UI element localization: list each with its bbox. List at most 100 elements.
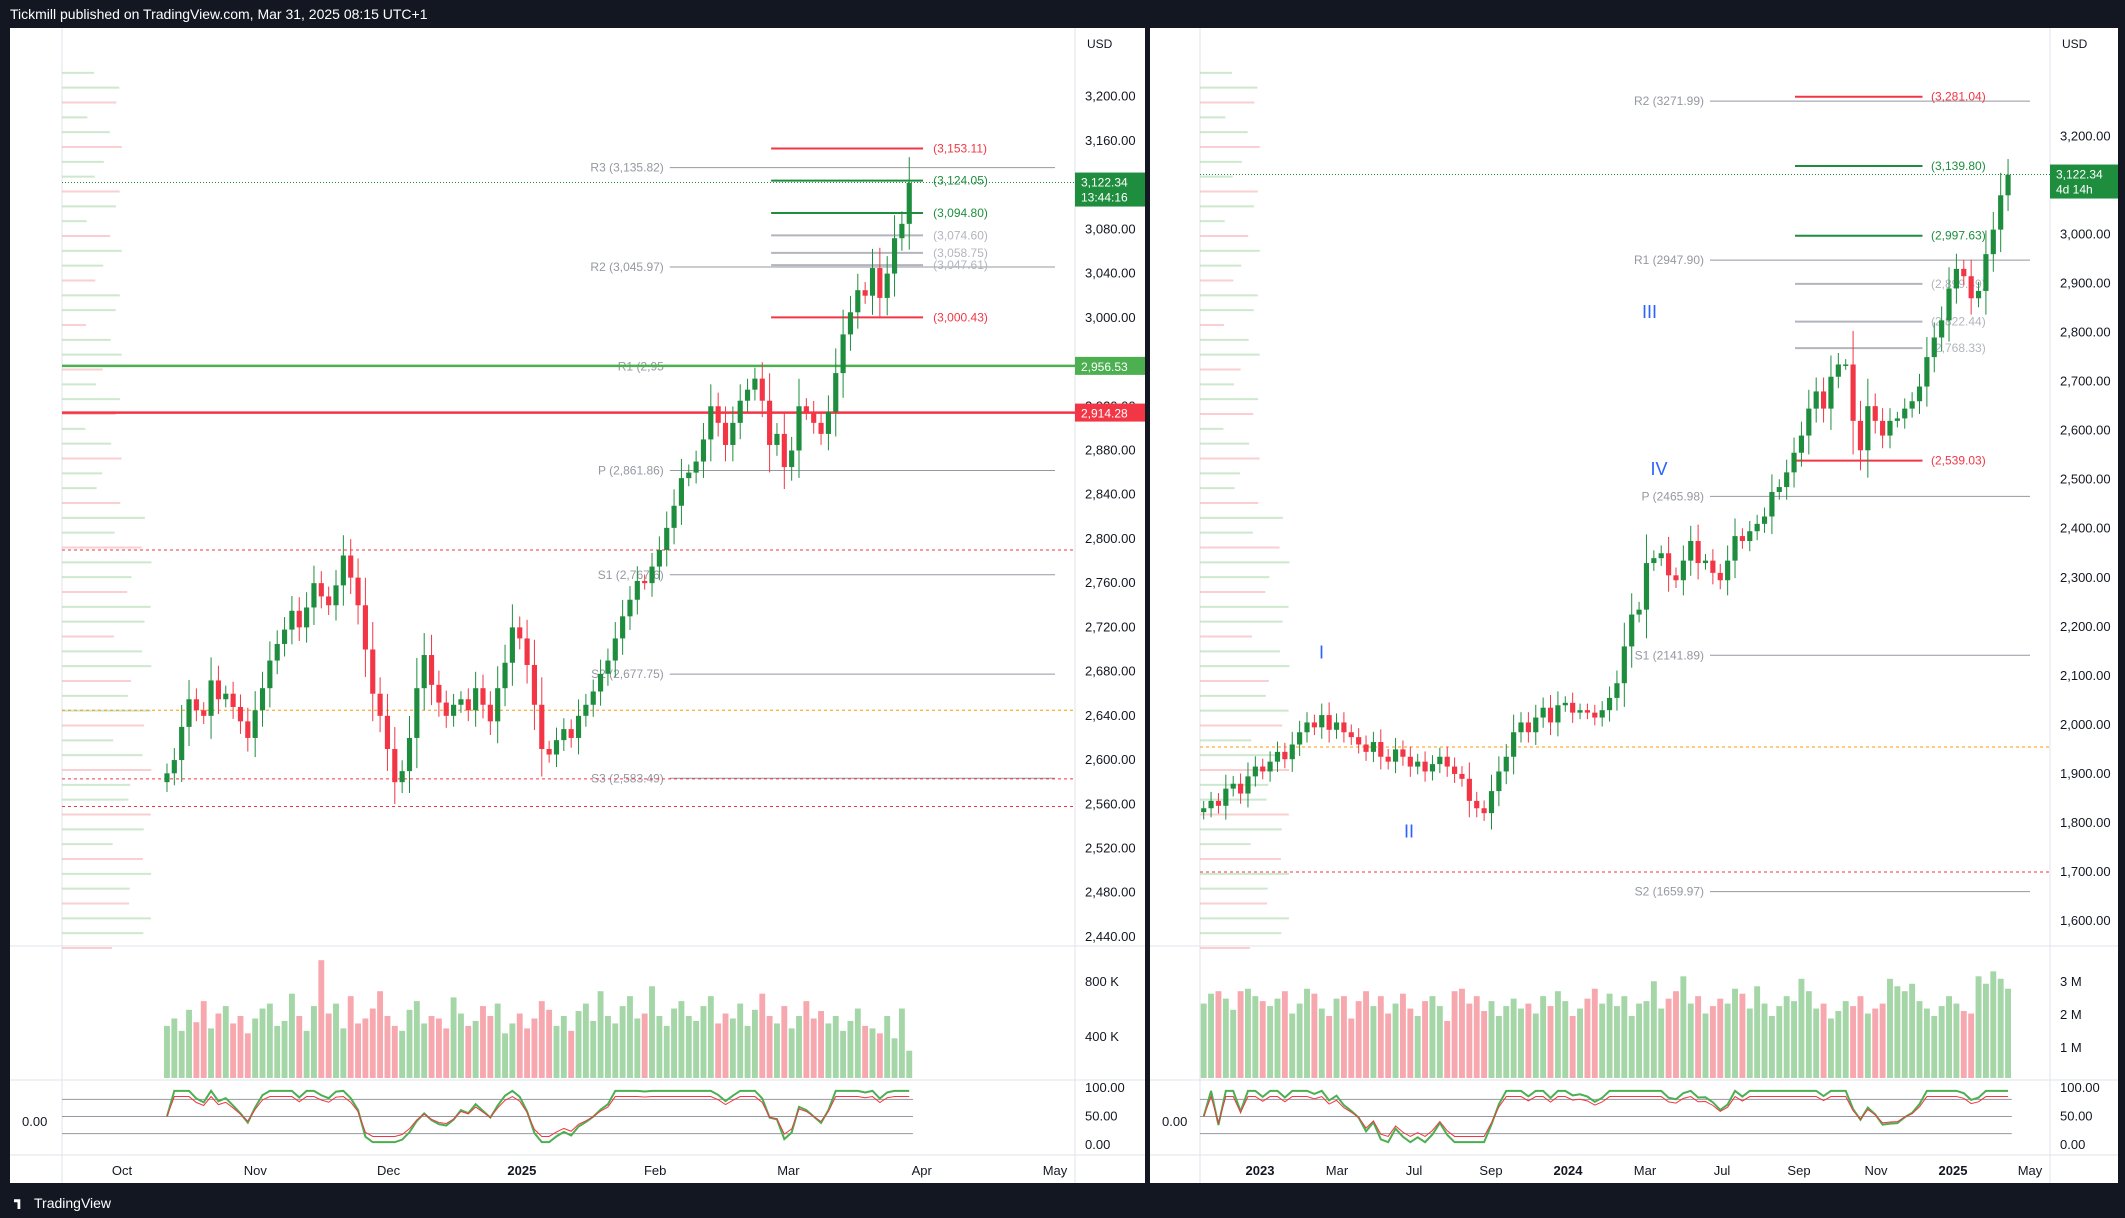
candle-body bbox=[1747, 531, 1753, 542]
volume-bar bbox=[1724, 1003, 1731, 1078]
volume-bar bbox=[1901, 991, 1908, 1078]
candle-body bbox=[855, 290, 861, 313]
target-label: (3,058.75) bbox=[933, 246, 988, 260]
y-tick-label: 3,160.00 bbox=[1085, 133, 1136, 148]
volume-bar bbox=[1554, 991, 1561, 1078]
volume-bar bbox=[362, 1018, 369, 1078]
volume-bar bbox=[693, 1020, 700, 1078]
volume-bar bbox=[435, 1018, 442, 1078]
oscillator-tick-label: 50.00 bbox=[1085, 1109, 1118, 1124]
candle-body bbox=[1481, 808, 1487, 814]
target-label: (3,124.05) bbox=[933, 174, 988, 188]
candle-body bbox=[1341, 722, 1347, 733]
volume-bar bbox=[1370, 1006, 1377, 1078]
candle-body bbox=[1326, 715, 1332, 730]
y-tick-label: 2,400.00 bbox=[2060, 521, 2111, 536]
candle-body bbox=[436, 684, 442, 703]
volume-bar bbox=[1791, 1001, 1798, 1078]
y-tick-label: 2,760.00 bbox=[1085, 575, 1136, 590]
candle-body bbox=[223, 693, 229, 700]
candle-body bbox=[1459, 773, 1465, 779]
y-tick-label: 1,800.00 bbox=[2060, 815, 2111, 830]
volume-bar bbox=[597, 991, 604, 1078]
volume-bar bbox=[502, 1033, 508, 1078]
wave-label: III bbox=[1642, 302, 1657, 322]
candle-body bbox=[1643, 563, 1650, 610]
volume-bar bbox=[1237, 991, 1244, 1078]
volume-bar bbox=[443, 1028, 450, 1078]
chart-panel-daily[interactable]: USD3,200.003,160.003,120.003,080.003,040… bbox=[10, 28, 1145, 1183]
candle-body bbox=[1791, 452, 1797, 473]
volume-bar bbox=[325, 1013, 332, 1078]
y-tick-label: 2,600.00 bbox=[1085, 752, 1136, 767]
candle-body bbox=[1725, 560, 1731, 581]
volume-bar bbox=[1355, 1001, 1362, 1078]
volume-bar bbox=[876, 1033, 883, 1078]
chart-panel-weekly[interactable]: USD3,200.003,100.003,000.002,900.002,800… bbox=[1150, 28, 2120, 1183]
candle-body bbox=[1304, 722, 1310, 733]
candle-body bbox=[414, 688, 420, 738]
volume-bar bbox=[1798, 978, 1805, 1078]
footer-brand[interactable]: TradingView bbox=[34, 1195, 112, 1211]
volume-bar bbox=[663, 1025, 670, 1078]
volume-bar bbox=[318, 960, 325, 1078]
volume-bar bbox=[377, 991, 384, 1078]
candle-body bbox=[722, 422, 729, 445]
volume-bar bbox=[1650, 981, 1657, 1078]
candle-body bbox=[1710, 560, 1716, 573]
volume-bar bbox=[1208, 993, 1215, 1078]
y-tick-label: 2,840.00 bbox=[1085, 487, 1136, 502]
volume-bar bbox=[1643, 1001, 1650, 1078]
wave-label: IV bbox=[1651, 459, 1668, 479]
y-tick-label: 3,200.00 bbox=[2060, 128, 2111, 143]
volume-bar bbox=[399, 1030, 406, 1078]
y-tick-label: 2,560.00 bbox=[1085, 796, 1136, 811]
footer-bar: TradingView bbox=[0, 1189, 2125, 1218]
volume-bar bbox=[1894, 986, 1901, 1078]
candle-body bbox=[1887, 420, 1893, 436]
candle-body bbox=[230, 693, 236, 707]
volume-bar bbox=[1982, 983, 1989, 1078]
last-price-countdown: 4d 14h bbox=[2056, 183, 2093, 197]
candle-body bbox=[1998, 195, 2004, 230]
candle-body bbox=[1916, 386, 1923, 402]
volume-bar bbox=[1923, 1008, 1930, 1078]
volume-bar bbox=[1399, 993, 1406, 1078]
volume-bar bbox=[1864, 1013, 1871, 1078]
candle-body bbox=[274, 643, 280, 661]
candle-body bbox=[1702, 560, 1709, 564]
candle-body bbox=[568, 729, 574, 738]
candle-body bbox=[399, 771, 405, 783]
volume-bar bbox=[1363, 991, 1369, 1078]
volume-bar bbox=[891, 1038, 898, 1078]
chart-svg-daily[interactable]: USD3,200.003,160.003,120.003,080.003,040… bbox=[10, 28, 1145, 1183]
volume-bar bbox=[568, 1030, 575, 1078]
volume-bar bbox=[678, 1001, 685, 1078]
volume-bar bbox=[1665, 998, 1672, 1078]
volume-bar bbox=[1850, 1006, 1857, 1078]
volume-bar bbox=[1776, 1006, 1783, 1078]
key-level-badge bbox=[1075, 356, 1145, 375]
volume-bar bbox=[1857, 996, 1864, 1078]
wave-label: I bbox=[1319, 643, 1324, 663]
volume-bar bbox=[1230, 1009, 1237, 1078]
candle-body bbox=[1806, 408, 1812, 436]
volume-bar bbox=[722, 1013, 729, 1078]
y-tick-label: 3,080.00 bbox=[1085, 221, 1136, 236]
candle-body bbox=[1488, 791, 1495, 814]
volume-bar bbox=[759, 993, 766, 1078]
candle-body bbox=[289, 610, 295, 630]
volume-bar bbox=[428, 1016, 435, 1078]
pivot-label: S1 (2141.89) bbox=[1635, 648, 1704, 662]
last-price-badge bbox=[1075, 172, 1145, 207]
candle-body bbox=[1570, 702, 1576, 713]
x-tick-label: Jul bbox=[1406, 1163, 1423, 1178]
candle-body bbox=[1784, 472, 1790, 488]
volume-bar bbox=[1613, 1006, 1620, 1078]
volume-bar bbox=[766, 1016, 773, 1078]
chart-svg-weekly[interactable]: USD3,200.003,100.003,000.002,900.002,800… bbox=[1150, 28, 2120, 1183]
candle-body bbox=[1732, 536, 1738, 561]
volume-bar bbox=[1872, 1008, 1879, 1078]
candle-body bbox=[620, 616, 626, 639]
candle-body bbox=[304, 607, 310, 628]
